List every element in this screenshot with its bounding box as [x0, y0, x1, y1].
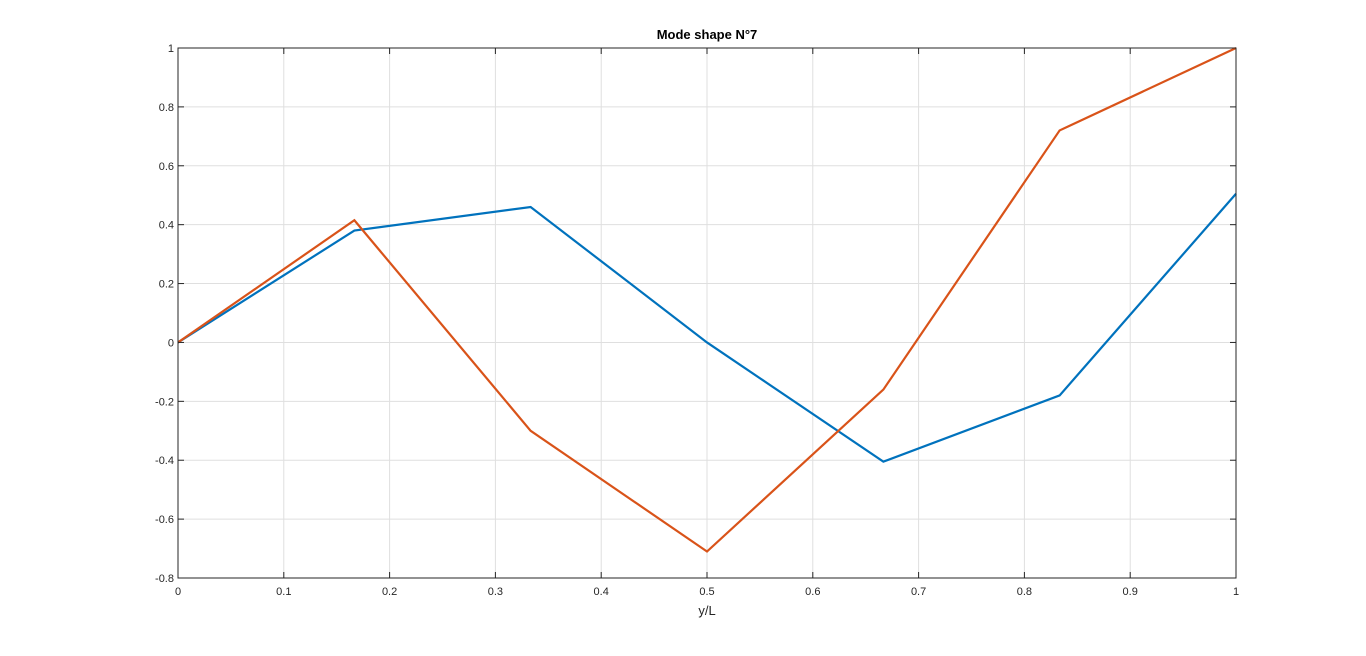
x-tick-label: 0.5 [699, 586, 714, 598]
x-axis-label: y/L [698, 603, 715, 618]
x-tick-label: 0.1 [276, 586, 291, 598]
series-line-1 [177, 193, 1237, 463]
x-tick-label: 0.7 [911, 586, 926, 598]
x-tick-label: 0.8 [1017, 586, 1032, 598]
y-tick-label: 0 [168, 337, 174, 349]
y-tick-label: -0.8 [155, 573, 174, 585]
x-tick-label: 0.2 [382, 586, 397, 598]
x-tick-label: 0 [175, 586, 181, 598]
x-tick-label: 0.9 [1123, 586, 1138, 598]
y-tick-label: -0.4 [155, 455, 174, 467]
y-tick-label: 0.4 [159, 220, 174, 232]
x-tick-label: 0.4 [594, 586, 609, 598]
series-line-2 [177, 47, 1237, 553]
data-series [177, 47, 1237, 553]
x-tick-label: 0.6 [805, 586, 820, 598]
y-tick-label: -0.2 [155, 396, 174, 408]
y-tick-label: 0.2 [159, 279, 174, 291]
x-tick-label: 0.3 [488, 586, 503, 598]
y-tick-label: 1 [168, 43, 174, 55]
y-tick-label: 0.6 [159, 161, 174, 173]
axis-ticks: 0 0.1 0.2 0.3 0.4 0.5 0.6 0.7 0.8 0.9 1 -0.8 -0.6 -0.… [155, 43, 1239, 598]
x-tick-label: 1 [1233, 586, 1239, 598]
chart-title: Mode shape N°7 [657, 27, 758, 42]
y-tick-label: 0.8 [159, 102, 174, 114]
y-tick-label: -0.6 [155, 514, 174, 526]
